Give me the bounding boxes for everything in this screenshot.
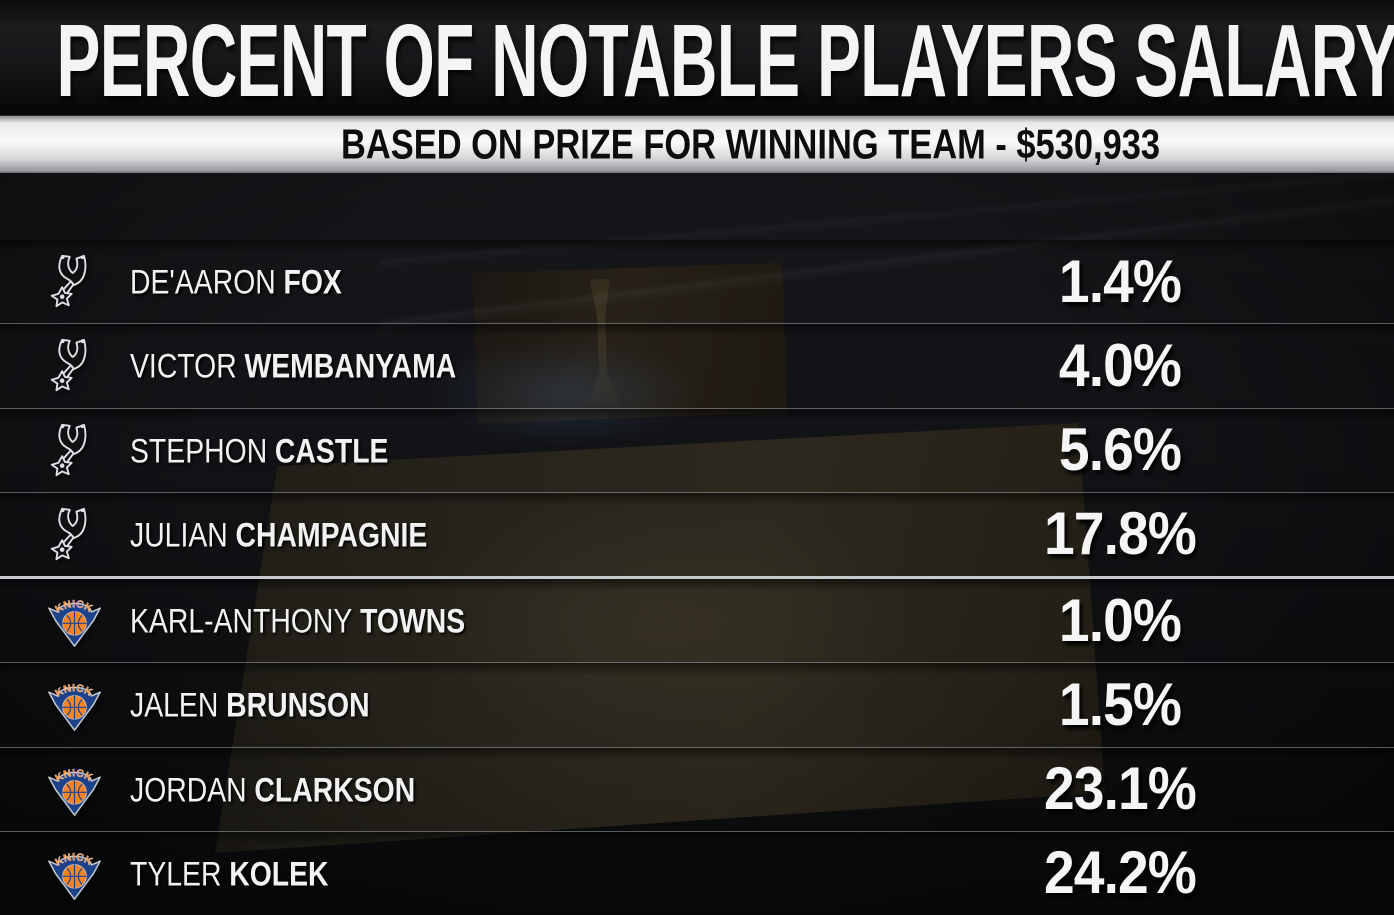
player-name: DE'AARON FOX	[130, 264, 342, 298]
spurs-logo-icon	[46, 253, 103, 310]
spurs-logo-icon	[46, 422, 103, 479]
player-salary-percent: 17.8%	[1044, 500, 1197, 568]
player-first-name: TYLER	[130, 854, 222, 893]
vignette-overlay	[0, 173, 1394, 915]
player-last-name: TOWNS	[360, 601, 466, 640]
player-salary-percent: 1.0%	[1058, 586, 1182, 654]
player-last-name: CLARKSON	[254, 769, 416, 809]
player-salary-percent: 4.0%	[1058, 331, 1182, 399]
subtitle-bar: BASED ON PRIZE FOR WINNING TEAM - $530,9…	[0, 115, 1394, 173]
knicks-logo-icon: KNICKS	[42, 752, 103, 818]
player-first-name: JULIAN	[130, 515, 228, 554]
player-first-name: STEPHON	[130, 430, 268, 470]
player-name: VICTOR WEMBANYAMA	[130, 349, 456, 383]
knicks-logo-icon: KNICKS	[42, 837, 103, 902]
spurs-logo-icon	[46, 506, 103, 563]
knicks-logo-icon: KNICKS	[42, 668, 103, 733]
player-last-name: CHAMPAGNIE	[235, 515, 428, 554]
page-title: PERCENT OF NOTABLE PLAYERS SALARY	[56, 2, 1394, 118]
player-first-name: KARL-ANTHONY	[130, 601, 353, 640]
player-salary-percent: 23.1%	[1044, 755, 1197, 823]
player-salary-percent: 24.2%	[1044, 839, 1197, 907]
player-last-name: KOLEK	[229, 854, 329, 893]
knicks-logo-icon: KNICKS	[42, 584, 103, 649]
player-salary-percent: 1.5%	[1058, 670, 1182, 738]
player-first-name: VICTOR	[130, 346, 237, 386]
player-last-name: BRUNSON	[226, 685, 370, 725]
player-last-name: FOX	[283, 262, 342, 301]
player-name: JALEN BRUNSON	[130, 688, 370, 722]
player-name: TYLER KOLEK	[130, 856, 329, 890]
subtitle-text: BASED ON PRIZE FOR WINNING TEAM - $530,9…	[341, 120, 1161, 168]
player-last-name: WEMBANYAMA	[244, 346, 457, 386]
player-first-name: JALEN	[130, 685, 219, 725]
player-salary-percent: 5.6%	[1058, 416, 1182, 484]
player-name: JORDAN CLARKSON	[130, 772, 415, 806]
player-name: STEPHON CASTLE	[130, 433, 388, 467]
player-last-name: CASTLE	[274, 430, 389, 470]
player-name: JULIAN CHAMPAGNIE	[130, 517, 427, 551]
title-bar: PERCENT OF NOTABLE PLAYERS SALARY	[0, 0, 1394, 115]
spurs-logo-icon	[46, 337, 103, 394]
player-first-name: JORDAN	[130, 769, 247, 809]
player-first-name: DE'AARON	[130, 262, 276, 301]
player-name: KARL-ANTHONY TOWNS	[130, 603, 465, 637]
player-salary-percent: 1.4%	[1058, 247, 1182, 315]
